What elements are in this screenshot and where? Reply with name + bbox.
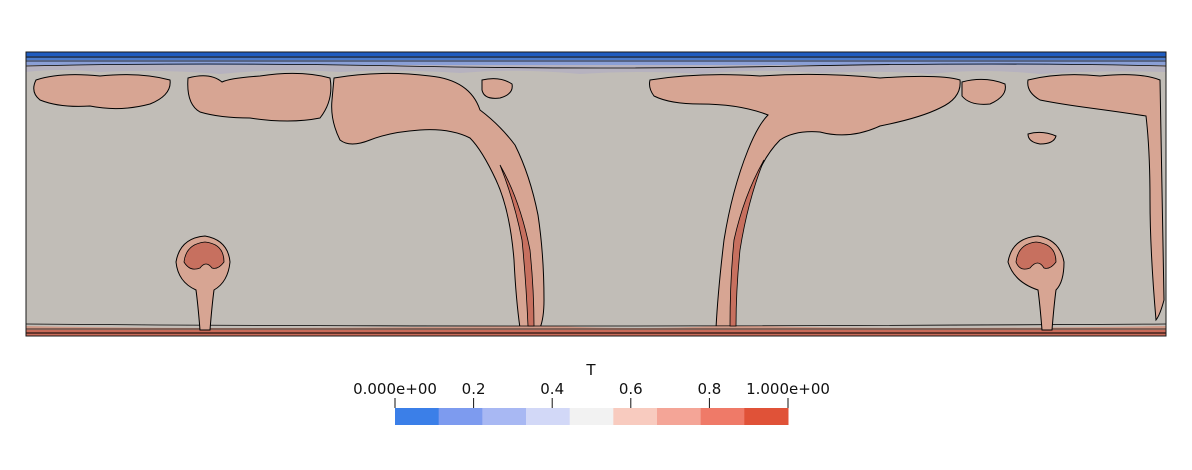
colorbar-tick-label: 0.4 xyxy=(540,380,564,398)
contour-line xyxy=(25,63,1167,69)
colorbar-bin xyxy=(482,408,527,425)
colorbar-bin xyxy=(700,408,745,425)
temperature-field-plot xyxy=(25,51,1167,337)
colorbar-tick-label: 0.8 xyxy=(697,380,721,398)
colorbar-tick-label: 1.000e+00 xyxy=(746,380,830,398)
colorbar-bins xyxy=(395,408,789,425)
cold-boundary-layer-2 xyxy=(26,56,1166,60)
colorbar-bin xyxy=(526,408,571,425)
colorbar-bin xyxy=(657,408,702,425)
colorbar: T 0.000e+00 0.2 0.4 0.6 0.8 1.000e+00 xyxy=(353,361,830,425)
colorbar-tick-label: 0.6 xyxy=(619,380,643,398)
colorbar-ticks: 0.000e+00 0.2 0.4 0.6 0.8 1.000e+00 xyxy=(353,380,830,408)
colorbar-bin xyxy=(744,408,789,425)
colorbar-bin xyxy=(395,408,440,425)
field-border xyxy=(25,51,1167,337)
colorbar-tick-label: 0.2 xyxy=(462,380,486,398)
hot-column-core-right xyxy=(729,159,765,327)
upper-plume-patches xyxy=(33,72,1165,329)
colorbar-bin xyxy=(438,408,483,425)
colorbar-tick-label: 0.000e+00 xyxy=(353,380,437,398)
contour-line xyxy=(25,323,1167,327)
colorbar-bin xyxy=(613,408,658,425)
cold-boundary-layer-3 xyxy=(26,60,1166,65)
cold-boundary-layer xyxy=(26,52,1166,56)
hot-column-core-left xyxy=(499,164,535,327)
cool-transition-layer xyxy=(26,65,1166,74)
rising-plume-left xyxy=(175,235,231,331)
colorbar-bin xyxy=(569,408,614,425)
colorbar-title: T xyxy=(585,361,596,379)
rising-plume-right xyxy=(1007,235,1065,331)
